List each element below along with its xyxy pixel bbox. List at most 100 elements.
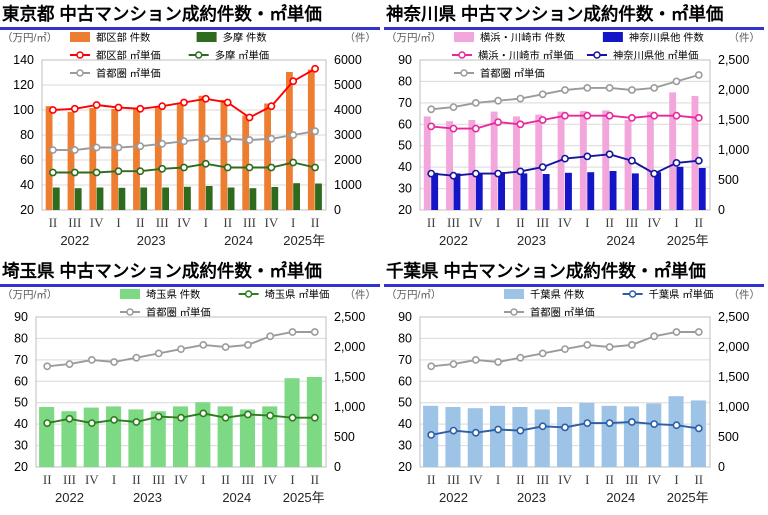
svg-text:500: 500: [334, 430, 355, 444]
svg-text:40: 40: [398, 417, 412, 431]
svg-text:III: III: [68, 215, 81, 230]
svg-text:2,500: 2,500: [718, 53, 749, 67]
svg-text:I: I: [496, 472, 500, 487]
svg-text:I: I: [585, 215, 589, 230]
svg-text:140: 140: [13, 53, 34, 67]
svg-text:2,000: 2,000: [334, 340, 365, 354]
svg-text:4000: 4000: [334, 103, 362, 117]
svg-text:2,500: 2,500: [718, 310, 749, 324]
svg-text:II: II: [516, 472, 525, 487]
svg-text:2025年: 2025年: [283, 233, 325, 248]
svg-text:70: 70: [14, 353, 28, 367]
svg-text:IV: IV: [469, 215, 483, 230]
svg-text:2022: 2022: [439, 490, 468, 505]
svg-text:IV: IV: [647, 472, 661, 487]
svg-text:埼玉県 ㎡単価: 埼玉県 ㎡単価: [265, 288, 330, 301]
svg-text:20: 20: [398, 460, 412, 474]
svg-text:首都圏 ㎡単価: 首都圏 ㎡単価: [480, 67, 545, 80]
svg-text:東京都 中古マンション成約件数・㎡単価: 東京都 中古マンション成約件数・㎡単価: [2, 4, 322, 24]
svg-text:神奈川県 中古マンション成約件数・㎡単価: 神奈川県 中古マンション成約件数・㎡単価: [386, 4, 723, 24]
svg-text:2025年: 2025年: [667, 490, 709, 505]
svg-text:500: 500: [718, 173, 739, 187]
svg-text:III: III: [447, 215, 460, 230]
svg-text:IV: IV: [647, 215, 661, 230]
svg-text:70: 70: [398, 353, 412, 367]
svg-text:90: 90: [398, 310, 412, 324]
svg-text:20: 20: [20, 203, 34, 217]
svg-text:千葉県 件数: 千葉県 件数: [530, 288, 584, 301]
svg-text:90: 90: [398, 53, 412, 67]
svg-text:2024: 2024: [606, 490, 635, 505]
svg-text:2024: 2024: [224, 233, 253, 248]
svg-text:50: 50: [14, 396, 28, 410]
svg-text:70: 70: [398, 96, 412, 110]
svg-text:40: 40: [20, 178, 34, 192]
svg-text:III: III: [63, 472, 76, 487]
svg-text:1,500: 1,500: [718, 113, 749, 127]
svg-text:IV: IV: [90, 215, 104, 230]
svg-text:2023: 2023: [517, 233, 546, 248]
svg-text:I: I: [585, 472, 589, 487]
svg-text:50: 50: [398, 396, 412, 410]
svg-text:2,500: 2,500: [334, 310, 365, 324]
svg-text:2024: 2024: [606, 233, 635, 248]
svg-text:1,000: 1,000: [718, 400, 749, 414]
svg-text:40: 40: [14, 417, 28, 431]
svg-text:2024: 2024: [222, 490, 251, 505]
svg-text:II: II: [516, 215, 525, 230]
svg-text:IV: IV: [558, 215, 572, 230]
svg-text:1,500: 1,500: [334, 370, 365, 384]
svg-text:80: 80: [398, 74, 412, 88]
svg-text:II: II: [427, 215, 436, 230]
svg-text:IV: IV: [85, 472, 99, 487]
svg-text:IV: IV: [263, 472, 277, 487]
svg-text:2,000: 2,000: [718, 83, 749, 97]
svg-text:III: III: [447, 472, 460, 487]
svg-text:IV: IV: [174, 472, 188, 487]
svg-text:I: I: [204, 215, 208, 230]
svg-text:II: II: [694, 215, 703, 230]
svg-text:IV: IV: [469, 472, 483, 487]
svg-text:横浜・川崎市 件数: 横浜・川崎市 件数: [480, 31, 565, 44]
svg-text:I: I: [496, 215, 500, 230]
svg-text:40: 40: [398, 160, 412, 174]
svg-text:2025年: 2025年: [667, 233, 709, 248]
svg-text:千葉県 ㎡単価: 千葉県 ㎡単価: [649, 288, 714, 301]
svg-text:神奈川県他 件数: 神奈川県他 件数: [629, 31, 704, 44]
svg-text:埼玉県 中古マンション成約件数・㎡単価: 埼玉県 中古マンション成約件数・㎡単価: [2, 261, 322, 281]
svg-text:30: 30: [14, 439, 28, 453]
svg-text:0: 0: [334, 203, 341, 217]
svg-text:60: 60: [14, 374, 28, 388]
svg-text:（件）: （件）: [729, 289, 761, 301]
svg-text:III: III: [241, 472, 254, 487]
svg-text:I: I: [116, 215, 120, 230]
svg-text:II: II: [311, 215, 320, 230]
svg-text:2022: 2022: [55, 490, 84, 505]
svg-text:III: III: [152, 472, 165, 487]
svg-text:II: II: [605, 215, 614, 230]
svg-text:80: 80: [14, 331, 28, 345]
svg-text:2,000: 2,000: [718, 340, 749, 354]
svg-text:0: 0: [718, 203, 725, 217]
svg-text:（万円/㎡）: （万円/㎡）: [2, 32, 57, 44]
svg-text:1000: 1000: [334, 178, 362, 192]
svg-text:I: I: [112, 472, 116, 487]
svg-text:II: II: [132, 472, 141, 487]
svg-text:II: II: [49, 215, 58, 230]
svg-text:II: II: [694, 472, 703, 487]
svg-text:3000: 3000: [334, 128, 362, 142]
svg-text:千葉県 中古マンション成約件数・㎡単価: 千葉県 中古マンション成約件数・㎡単価: [386, 261, 706, 281]
svg-text:120: 120: [13, 78, 34, 92]
svg-text:I: I: [674, 472, 678, 487]
svg-text:20: 20: [398, 203, 412, 217]
svg-text:II: II: [221, 472, 230, 487]
svg-text:IV: IV: [177, 215, 191, 230]
svg-text:2023: 2023: [137, 233, 166, 248]
svg-text:IV: IV: [558, 472, 572, 487]
svg-text:1,000: 1,000: [334, 400, 365, 414]
svg-text:IV: IV: [265, 215, 279, 230]
svg-text:1,000: 1,000: [718, 143, 749, 157]
svg-text:5000: 5000: [334, 78, 362, 92]
svg-text:（万円/㎡）: （万円/㎡）: [2, 289, 57, 301]
svg-text:30: 30: [398, 182, 412, 196]
